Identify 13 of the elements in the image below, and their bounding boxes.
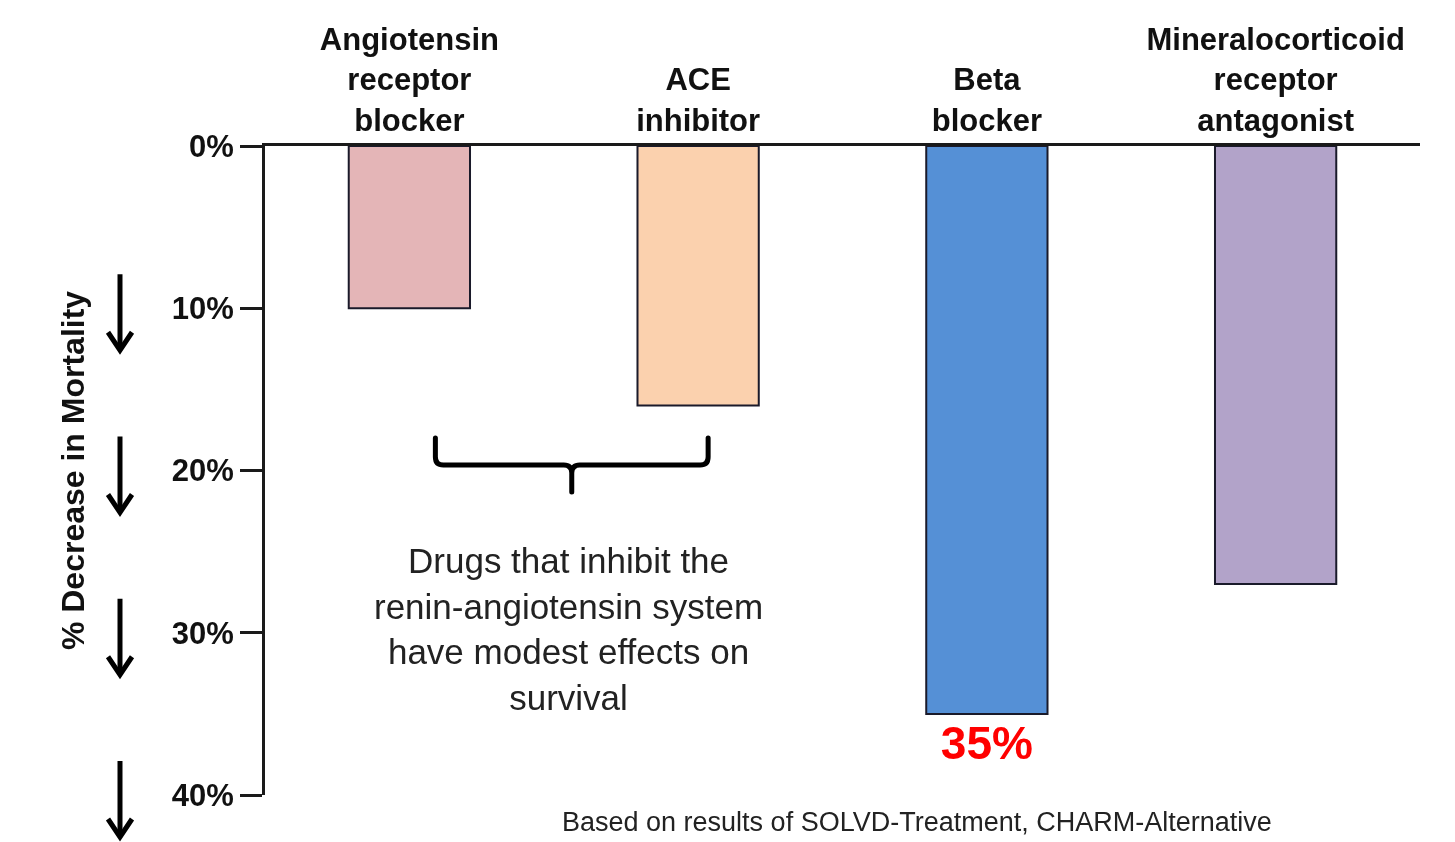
y-tick-label: 10% [171,291,234,327]
y-tick-label: 40% [171,777,234,813]
y-tick-label: 20% [171,453,234,489]
x-tick-label: Mineralocorticoid receptor antagonist [1146,22,1405,138]
x-tick-label: Beta blocker [931,62,1043,138]
y-tick-label: 0% [188,128,234,164]
annotation: Drugs that inhibit the renin-angiotensin system have modest effects on survival [374,541,764,717]
x-tick-label: ACE inhibitor [636,62,761,138]
y-tick-label: 30% [171,615,234,651]
x-tick-label: Angiotensin receptor blocker [319,22,499,138]
text: Based on results of SOLVD-Treatment, CHARM-Alternative [562,807,1272,837]
data-label: 35% [940,716,1033,769]
y-axis-title: % Decrease in Mortality [55,290,92,651]
